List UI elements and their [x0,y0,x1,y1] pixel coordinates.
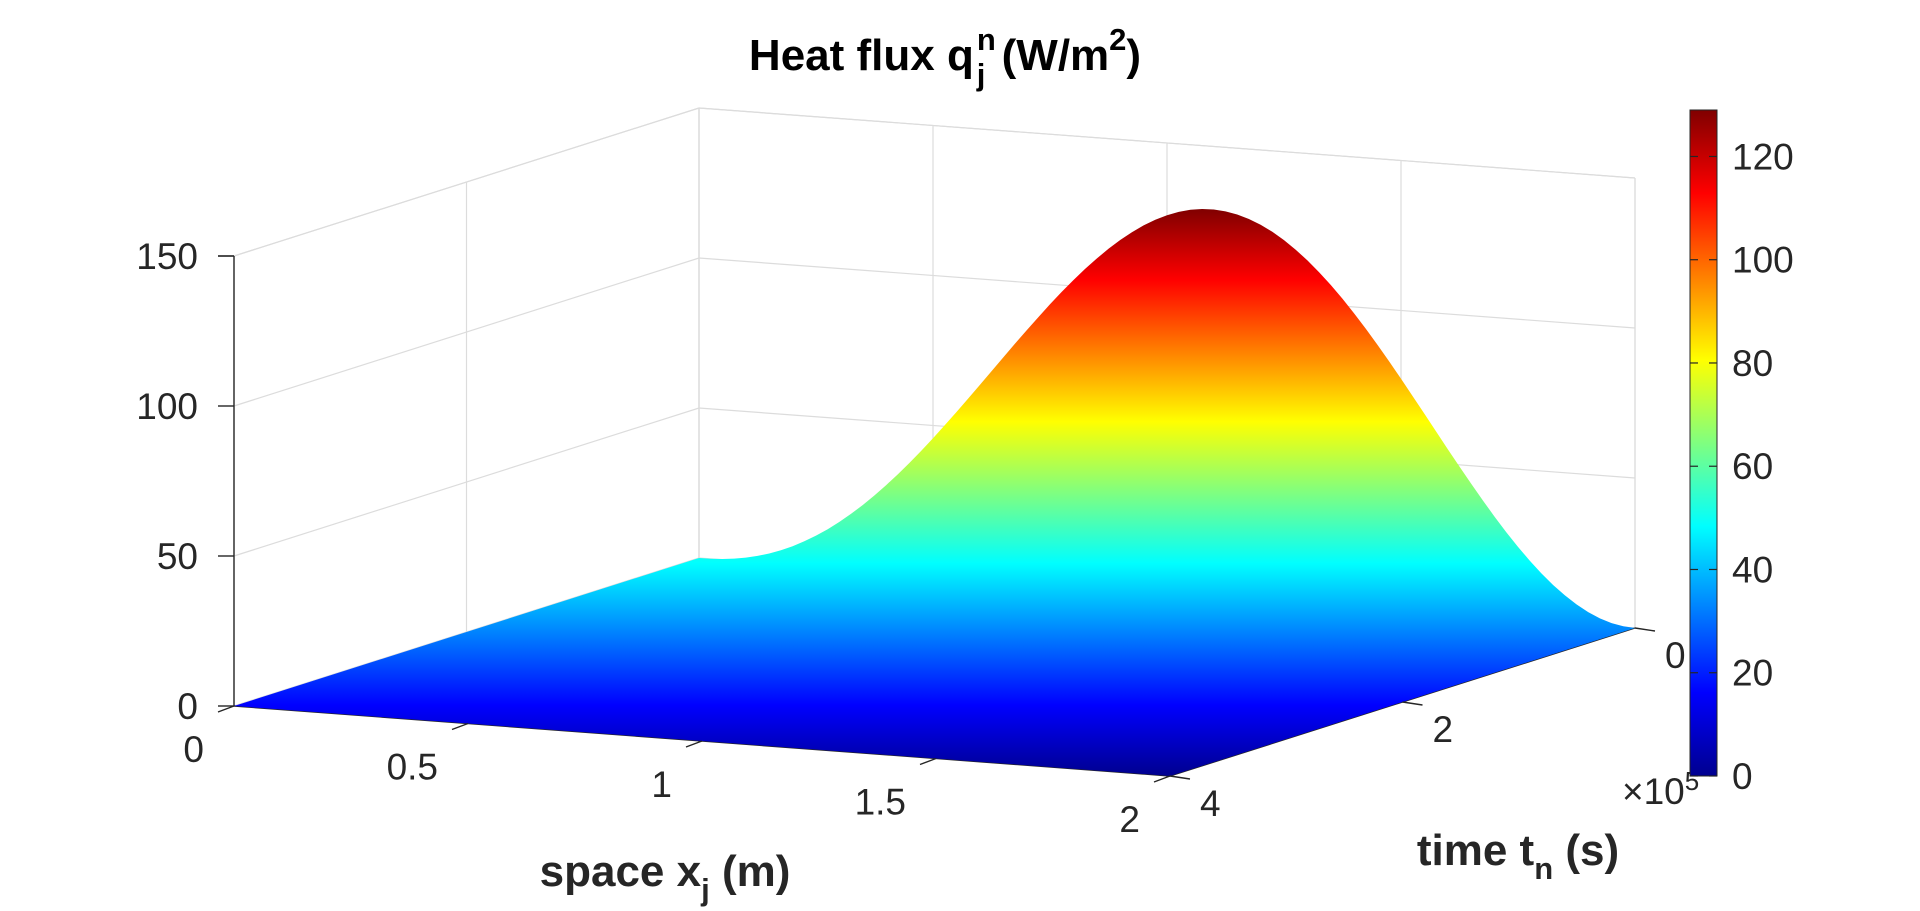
y-axis-label: time tn (s) [1417,826,1619,886]
grid-line [233,257,1636,407]
x-tick-mark [685,740,703,748]
y-tick-mark [1169,775,1191,780]
colorbar-tick-label: 120 [1732,136,1794,177]
heat-flux-surface [234,209,1635,776]
y-tick-mark [1402,701,1423,706]
x-axis-ticks: 0 0.5 1 1.5 2 [183,705,1171,840]
colorbar-ticks: 0 20 40 60 80 100 120 [1690,136,1794,797]
colorbar-tick-label: 0 [1732,756,1753,797]
y-axis-exponent: ×105 [1622,766,1699,812]
x-axis-label: space xj (m) [540,847,791,907]
surface-patch [234,209,1635,776]
x-tick-label: 0 [183,729,204,770]
colorbar-tick-label: 40 [1732,549,1773,590]
x-tick-label: 1.5 [855,782,906,823]
y-tick-mark [1634,627,1656,632]
colorbar: 0 20 40 60 80 100 120 [1689,109,1794,797]
x-tick-mark [451,722,469,731]
z-tick-label: 0 [177,686,198,727]
y-tick-label: 0 [1665,635,1686,676]
colorbar-gradient [1689,109,1718,777]
x-tick-mark [919,757,937,766]
grid-line [233,107,1636,257]
box-edge [233,107,700,257]
colorbar-tick-label: 20 [1732,653,1773,694]
colorbar-tick-label: 80 [1732,343,1773,384]
z-tick-label: 50 [157,536,198,577]
x-tick-label: 2 [1119,799,1140,840]
colorbar-tick-label: 100 [1732,240,1794,281]
z-tick-label: 100 [136,386,198,427]
x-tick-mark [1153,775,1171,783]
y-tick-label: 2 [1433,709,1454,750]
y-axis-ticks: 0 2 4 [1169,627,1686,824]
x-tick-label: 1 [651,764,672,805]
x-tick-label: 0.5 [387,747,438,788]
z-tick-label: 150 [136,236,198,277]
box-edge [698,107,1636,179]
chart-title: Heat flux qn j (W/m2) [749,22,1141,92]
colorbar-tick-label: 60 [1732,446,1773,487]
y-tick-label: 4 [1200,783,1221,824]
x-tick-mark [217,705,235,713]
z-axis-ticks: 0 50 100 150 [136,236,234,727]
